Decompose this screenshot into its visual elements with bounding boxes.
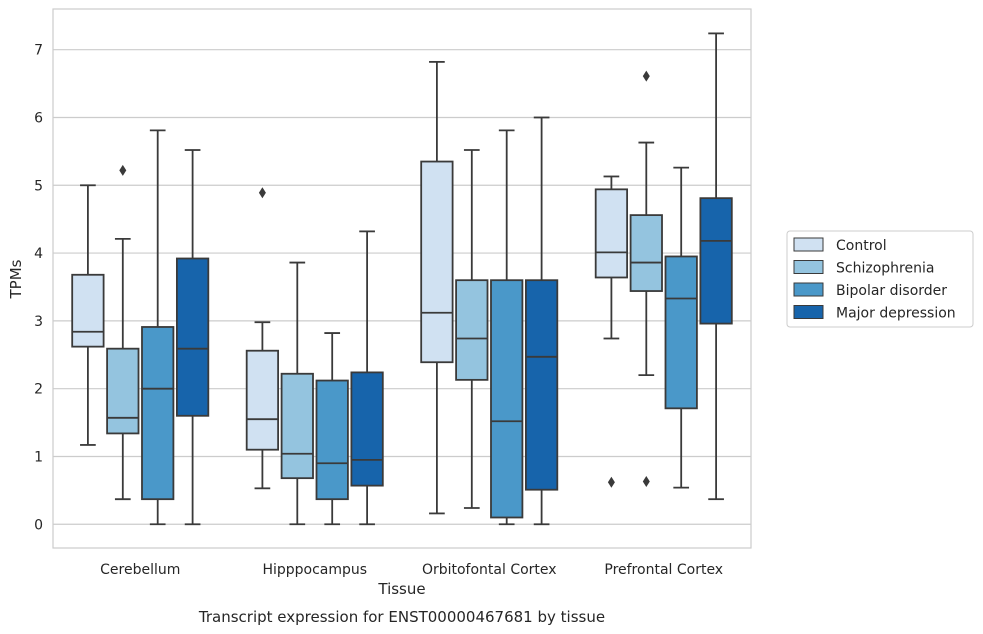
x-tick-label-1: Cerebellum [100, 562, 180, 578]
legend: Control Schizophrenia Bipolar disorder Majo… [786, 230, 974, 328]
box-body [699, 197, 733, 325]
box-body [245, 349, 280, 451]
outlier-point-1 [607, 476, 615, 488]
legend-label-1: Control [836, 238, 887, 254]
box-2-series-1 [245, 187, 280, 490]
legend-swatch-2 [793, 260, 824, 274]
y-tick-label-4: 4 [34, 246, 43, 262]
y-axis-ticks: 0 1 2 3 4 5 6 7 [34, 43, 43, 534]
y-axis-label: TPMs [7, 259, 25, 299]
box-body [175, 257, 210, 417]
y-tick-label-1: 1 [34, 449, 43, 465]
outlier-point-1 [642, 476, 650, 488]
legend-label-4: Major depression [836, 306, 956, 322]
box-3-series-4 [524, 116, 559, 526]
y-tick-label-6: 6 [34, 110, 43, 126]
box-3-series-2 [455, 149, 489, 509]
box-body [350, 371, 384, 487]
plot-frame [52, 8, 752, 549]
box-body [455, 279, 489, 381]
box-3-series-1 [420, 60, 454, 515]
box-2-series-4 [350, 230, 384, 526]
box-body [420, 160, 454, 364]
y-tick-label-0: 0 [34, 517, 43, 533]
box-body [106, 347, 140, 435]
box-4-series-4 [699, 32, 733, 501]
box-body [315, 379, 349, 501]
outlier-point-2 [642, 70, 650, 82]
box-2-series-3 [315, 332, 349, 526]
outlier-point-1 [258, 187, 266, 199]
outlier-point-1 [119, 164, 127, 176]
chart-caption: Transcript expression for ENST0000046768… [198, 608, 605, 626]
box-body [141, 326, 175, 501]
box-body [594, 188, 629, 279]
box-4-series-2 [629, 70, 663, 488]
box-1-series-3 [141, 129, 175, 526]
y-tick-label-3: 3 [34, 314, 43, 330]
x-tick-label-4: Prefrontal Cortex [604, 562, 723, 578]
box-4-series-1 [594, 175, 629, 488]
box-3-series-3 [490, 129, 524, 526]
y-tick-label-7: 7 [34, 43, 43, 59]
y-tick-label-2: 2 [34, 382, 43, 398]
boxes [71, 32, 733, 526]
box-body [629, 214, 663, 292]
x-tick-label-3: Orbitofontal Cortex [422, 562, 557, 578]
legend-label-2: Schizophrenia [836, 261, 934, 277]
box-body [490, 279, 524, 519]
x-axis-ticks: Cerebellum Hipppocampus Orbitofontal Corte… [100, 562, 723, 578]
box-body [664, 255, 698, 410]
legend-label-3: Bipolar disorder [836, 283, 947, 299]
x-tick-label-2: Hipppocampus [262, 562, 367, 578]
box-body [71, 273, 105, 348]
legend-swatch-3 [793, 282, 824, 297]
y-tick-label-5: 5 [34, 178, 43, 194]
legend-swatch-4 [793, 305, 824, 319]
box-1-series-4 [175, 149, 210, 526]
box-1-series-1 [71, 184, 105, 446]
box-body [280, 372, 314, 480]
legend-swatch-1 [793, 237, 824, 252]
box-body [524, 279, 559, 491]
box-1-series-2 [106, 164, 140, 501]
legend-frame [786, 230, 974, 328]
box-2-series-2 [280, 261, 314, 526]
box-4-series-3 [664, 166, 698, 489]
x-axis-label: Tissue [377, 580, 425, 598]
